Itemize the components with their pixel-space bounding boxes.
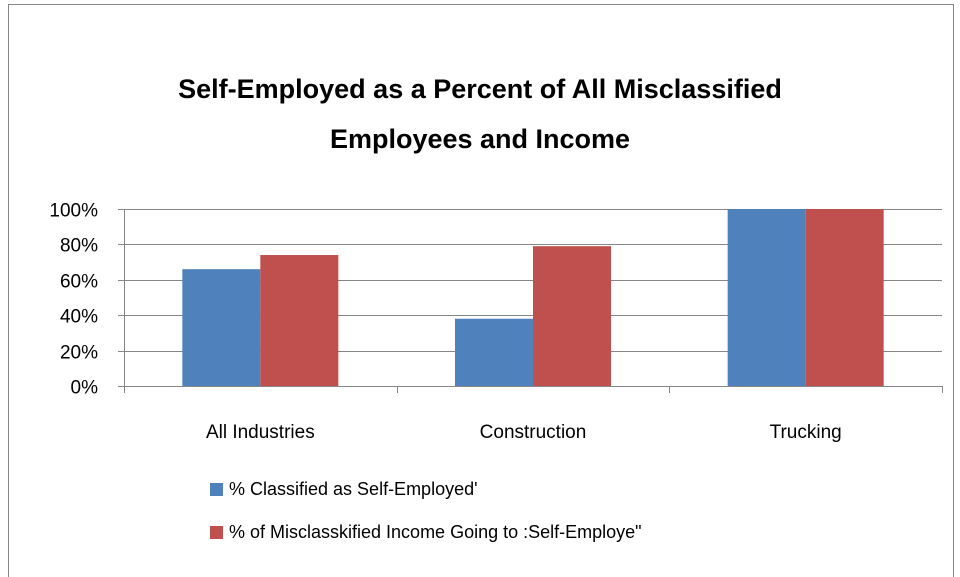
bar-series-1 [182, 269, 261, 386]
y-tick-label: 40% [60, 307, 98, 328]
bar-series-2 [260, 255, 339, 386]
legend-item-series-1: % Classified as Self-Employed' [210, 478, 642, 499]
bar-series-1 [455, 318, 533, 386]
chart-title-line-1: Self-Employed as a Percent of All Miscla… [178, 74, 782, 104]
chart-title-line-2: Employees and Income [329, 124, 631, 154]
y-tick-label: 100% [49, 201, 98, 222]
legend-item-series-2: % of Misclasskified Income Going to :Sel… [210, 521, 642, 542]
legend-label-series-2: % of Misclasskified Income Going to :Sel… [229, 521, 642, 542]
legend-label-series-1: % Classified as Self-Employed' [229, 478, 478, 499]
x-tick-label: Construction [480, 422, 587, 443]
bar-series-2 [533, 246, 611, 386]
y-tick-label: 60% [60, 272, 98, 293]
y-tick-label: 20% [60, 343, 98, 364]
chart-title: Self-Employed as a Percent of All Miscla… [0, 64, 960, 164]
bar-series-1 [727, 209, 806, 386]
x-tick-label: Trucking [770, 422, 842, 443]
chart-legend: % Classified as Self-Employed' % of Misc… [210, 478, 642, 566]
legend-swatch-series-2 [210, 525, 223, 539]
bar-series-2 [805, 209, 884, 386]
y-tick-label: 80% [60, 236, 98, 257]
x-tick-label: All Industries [206, 422, 315, 443]
y-tick-label: 0% [71, 378, 99, 399]
legend-swatch-series-1 [210, 482, 223, 496]
